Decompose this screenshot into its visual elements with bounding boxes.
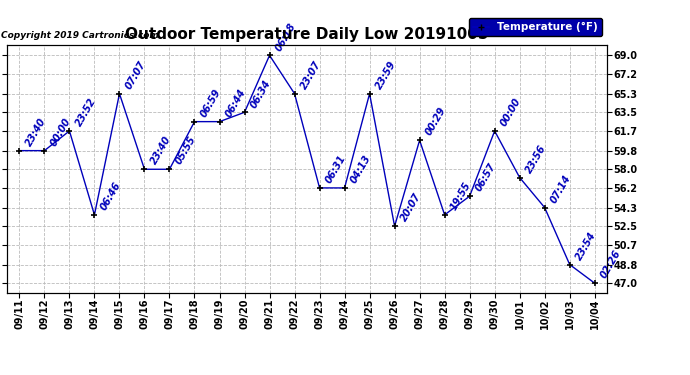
- Text: 19:55: 19:55: [448, 180, 473, 212]
- Text: 07:07: 07:07: [124, 59, 148, 91]
- Text: 23:56: 23:56: [524, 143, 548, 175]
- Text: 00:29: 00:29: [424, 106, 448, 138]
- Text: 02:26: 02:26: [599, 249, 623, 280]
- Text: 20:07: 20:07: [399, 192, 423, 224]
- Text: 00:00: 00:00: [499, 96, 523, 128]
- Text: 23:40: 23:40: [23, 116, 48, 148]
- Text: 23:52: 23:52: [74, 96, 98, 128]
- Text: Copyright 2019 Cartronics.com: Copyright 2019 Cartronics.com: [1, 31, 159, 40]
- Text: 06:44: 06:44: [224, 87, 248, 119]
- Text: 05:55: 05:55: [174, 135, 198, 166]
- Title: Outdoor Temperature Daily Low 20191005: Outdoor Temperature Daily Low 20191005: [126, 27, 489, 42]
- Text: 23:54: 23:54: [574, 230, 598, 262]
- Text: 06:31: 06:31: [324, 153, 348, 185]
- Text: 06:59: 06:59: [199, 87, 223, 119]
- Text: 07:14: 07:14: [549, 173, 573, 205]
- Text: 06:57: 06:57: [474, 162, 498, 194]
- Text: 06:34: 06:34: [248, 78, 273, 110]
- Text: 23:59: 23:59: [374, 59, 398, 91]
- Text: 23:07: 23:07: [299, 59, 323, 91]
- Text: 06:46: 06:46: [99, 180, 123, 212]
- Legend: Temperature (°F): Temperature (°F): [469, 18, 602, 36]
- Text: 00:00: 00:00: [48, 116, 72, 148]
- Text: 04:13: 04:13: [348, 153, 373, 185]
- Text: 06:18: 06:18: [274, 21, 298, 53]
- Text: 23:40: 23:40: [148, 135, 172, 166]
